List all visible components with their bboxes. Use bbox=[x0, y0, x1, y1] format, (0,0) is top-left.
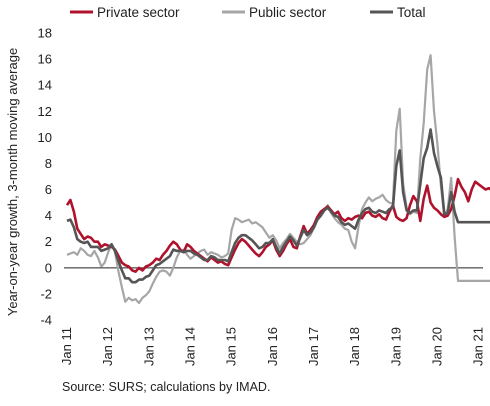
legend: Private sector Public sector Total bbox=[70, 5, 426, 20]
y-tick-label: 16 bbox=[38, 52, 52, 67]
series-line-public-sector bbox=[66, 54, 490, 305]
x-tick-label: Jan 16 bbox=[265, 327, 280, 366]
legend-label-public-sector: Public sector bbox=[249, 5, 327, 20]
y-tick-label: -2 bbox=[40, 286, 52, 301]
y-tick-label: 2 bbox=[45, 234, 52, 249]
x-tick-label: Jan 21 bbox=[471, 327, 486, 366]
x-tick-label: Jan 14 bbox=[182, 327, 197, 366]
y-tick-label: 4 bbox=[45, 208, 52, 223]
y-tick-label: 0 bbox=[45, 260, 52, 275]
legend-label-private-sector: Private sector bbox=[97, 5, 180, 20]
x-axis: Jan 11 Jan 12 Jan 13 Jan 14 Jan 15 Jan 16 Jan … bbox=[59, 327, 486, 366]
y-axis-title: Year-on-year growth, 3-month moving aver… bbox=[5, 48, 20, 316]
source-note: Source: SURS; calculations by IMAD. bbox=[62, 380, 270, 394]
series-group bbox=[65, 54, 490, 305]
y-tick-label: 18 bbox=[38, 26, 52, 41]
x-tick-label: Jan 13 bbox=[141, 327, 156, 366]
x-tick-label: Jan 12 bbox=[100, 327, 115, 366]
x-tick-label: Jan 11 bbox=[59, 327, 74, 365]
x-tick-label: Jan 19 bbox=[388, 327, 403, 366]
y-tick-label: 6 bbox=[45, 182, 52, 197]
y-tick-label: 12 bbox=[38, 104, 52, 119]
series-line-private-sector bbox=[65, 177, 490, 274]
x-tick-label: Jan 17 bbox=[306, 327, 321, 366]
x-tick-label: Jan 20 bbox=[429, 327, 444, 366]
x-tick-label: Jan 18 bbox=[347, 327, 362, 366]
y-tick-label: -4 bbox=[40, 313, 52, 328]
series-line-total bbox=[66, 128, 490, 284]
y-tick-label: 10 bbox=[38, 130, 52, 145]
y-tick-label: 8 bbox=[45, 156, 52, 171]
x-tick-label: Jan 15 bbox=[224, 327, 239, 366]
legend-label-total: Total bbox=[397, 5, 426, 20]
y-tick-label: 14 bbox=[38, 78, 52, 93]
y-axis: -4 -2 0 2 4 6 8 10 12 14 16 18 bbox=[38, 26, 52, 328]
